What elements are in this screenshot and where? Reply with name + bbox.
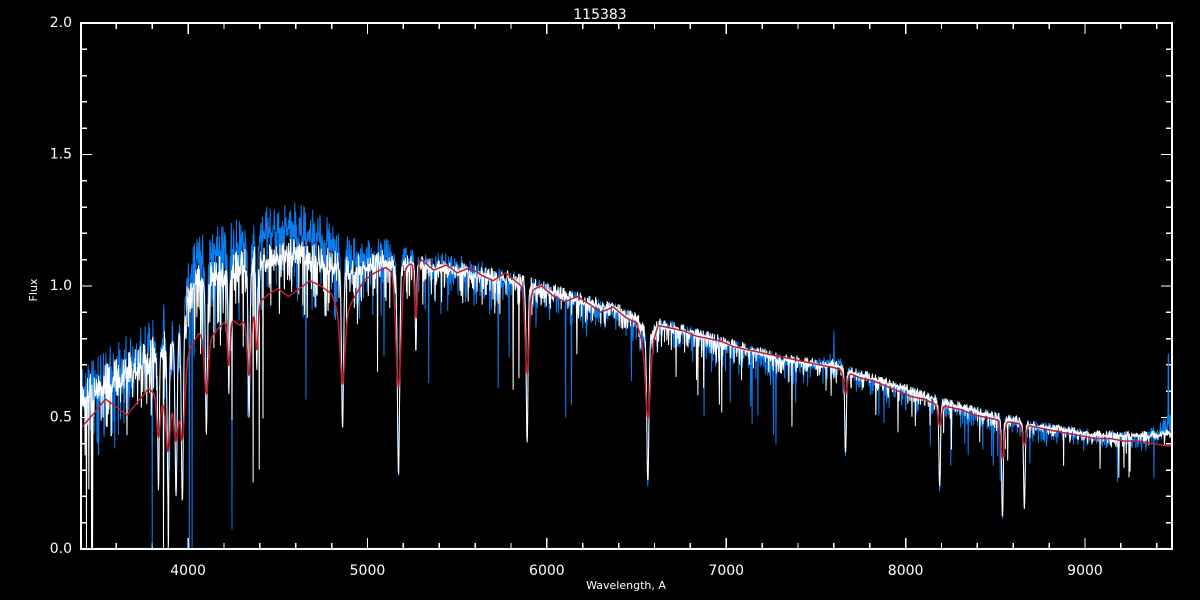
y-tick-label: 0.5 [50, 410, 72, 426]
y-tick-label: 1.0 [50, 278, 72, 294]
y-tick-label: 0.0 [50, 541, 72, 557]
series-model-red [80, 259, 1173, 460]
plot-frame [80, 22, 1173, 550]
x-axis-label: Wavelength, A [586, 579, 666, 592]
y-tick-label: 2.0 [50, 15, 72, 31]
axis-frame [80, 22, 1173, 550]
x-tick-label: 4000 [170, 563, 206, 579]
y-tick-label: 1.5 [50, 147, 72, 163]
y-axis-label: Flux [27, 278, 40, 301]
series-observed-white [80, 238, 1173, 550]
series-observed-blue [80, 202, 1173, 550]
x-tick-label: 8000 [888, 563, 924, 579]
x-tick-label: 6000 [529, 563, 565, 579]
page-title: 115383 [573, 7, 626, 23]
axis-tick-labels: 4000 5000 6000 7000 8000 9000 0.0 0.5 1.0 1.5 2.0 [50, 15, 1103, 579]
x-tick-label: 9000 [1067, 563, 1103, 579]
x-tick-label: 7000 [708, 563, 744, 579]
x-tick-label: 5000 [350, 563, 386, 579]
